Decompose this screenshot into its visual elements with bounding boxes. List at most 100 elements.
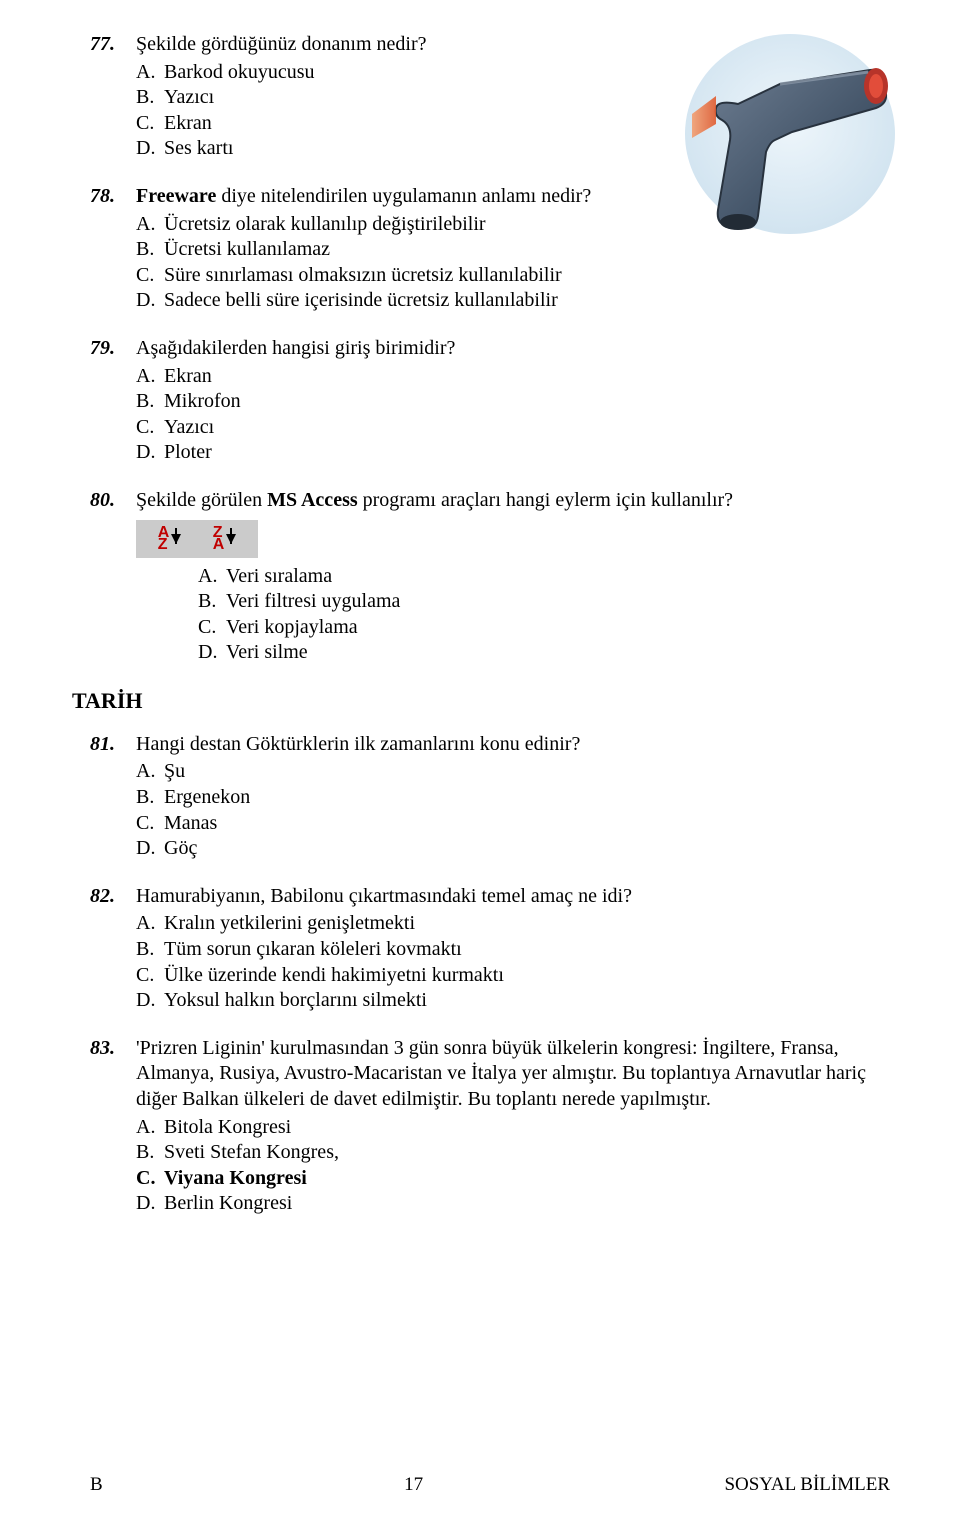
option-text: Yazıcı <box>164 85 214 111</box>
sort-asc-icon: AZ <box>158 527 182 550</box>
option-key: D. <box>136 440 158 466</box>
question-number: 79. <box>90 336 126 362</box>
option-a: A.Ekran <box>136 364 890 390</box>
option-key: A. <box>136 212 158 238</box>
option-a: A.Veri sıralama <box>198 564 890 590</box>
option-a: A.Kralın yetkilerini genişletmekti <box>136 911 890 937</box>
option-d: D.Veri silme <box>198 640 890 666</box>
arrow-down-icon <box>171 534 181 544</box>
question-number: 78. <box>90 184 126 210</box>
option-text: Ülke üzerinde kendi hakimiyetni kurmaktı <box>164 963 504 989</box>
footer-right: SOSYAL BİLİMLER <box>724 1474 890 1496</box>
option-key: C. <box>136 963 158 989</box>
q80-pre: Şekilde görülen <box>136 489 267 511</box>
option-text: Manas <box>164 811 217 837</box>
option-key: C. <box>136 263 158 289</box>
option-c: C.Viyana Kongresi <box>136 1166 890 1192</box>
page-footer: B 17 SOSYAL BİLİMLER <box>90 1474 890 1496</box>
question-number: 82. <box>90 884 126 910</box>
option-key: D. <box>136 1191 158 1217</box>
option-text: Barkod okuyucusu <box>164 60 315 86</box>
option-c: C.Ülke üzerinde kendi hakimiyetni kurmak… <box>136 963 890 989</box>
option-text: Ploter <box>164 440 212 466</box>
question-number: 81. <box>90 732 126 758</box>
footer-left: B <box>90 1474 103 1496</box>
option-text: Sadece belli süre içerisinde ücretsiz ku… <box>164 288 558 314</box>
option-text: Şu <box>164 759 185 785</box>
question-text: Aşağıdakilerden hangisi giriş birimidir? <box>136 336 890 362</box>
option-key: B. <box>136 1140 158 1166</box>
option-b: B.Veri filtresi uygulama <box>198 589 890 615</box>
option-d: D.Göç <box>136 836 890 862</box>
option-key: D. <box>136 836 158 862</box>
option-key: B. <box>136 785 158 811</box>
q80-post: programı araçları hangi eylerm için kull… <box>358 489 733 511</box>
option-key: C. <box>198 615 220 641</box>
option-text: Mikrofon <box>164 389 241 415</box>
option-c: C.Süre sınırlaması olmaksızın ücretsiz k… <box>136 263 890 289</box>
option-key: C. <box>136 1166 158 1192</box>
option-d: D.Ploter <box>136 440 890 466</box>
option-key: D. <box>136 988 158 1014</box>
question-text: 'Prizren Liginin' kurulmasından 3 gün so… <box>136 1036 890 1113</box>
question-number: 77. <box>90 32 126 58</box>
option-key: D. <box>198 640 220 666</box>
option-d: D.Sadece belli süre içerisinde ücretsiz … <box>136 288 890 314</box>
option-key: A. <box>136 60 158 86</box>
option-text: Ses kartı <box>164 136 233 162</box>
option-text: Yoksul halkın borçlarını silmekti <box>164 988 427 1014</box>
freeware-term: Freeware <box>136 185 216 207</box>
option-text: Kralın yetkilerini genişletmekti <box>164 911 415 937</box>
option-key: D. <box>136 136 158 162</box>
option-text: Göç <box>164 836 197 862</box>
option-text: Ekran <box>164 111 212 137</box>
option-key: B. <box>136 389 158 415</box>
option-key: A. <box>136 911 158 937</box>
option-text: Veri filtresi uygulama <box>226 589 400 615</box>
option-text: Bitola Kongresi <box>164 1115 291 1141</box>
question-text: Şekilde görülen MS Access programı araçl… <box>136 488 890 514</box>
option-c: C.Yazıcı <box>136 415 890 441</box>
sort-desc-icon: ZA <box>213 527 237 550</box>
question-text-tail: diye nitelendirilen uygulamanın anlamı n… <box>216 185 591 207</box>
option-b: B.Ergenekon <box>136 785 890 811</box>
option-text: Ekran <box>164 364 212 390</box>
option-c: C.Manas <box>136 811 890 837</box>
question-81: 81. Hangi destan Göktürklerin ilk zamanl… <box>90 732 890 862</box>
option-key: C. <box>136 811 158 837</box>
section-heading-tarih: TARİH <box>72 688 890 714</box>
arrow-down-icon <box>226 534 236 544</box>
option-b: B.Mikrofon <box>136 389 890 415</box>
option-text: Ücretsiz olarak kullanılıp değiştirilebi… <box>164 212 486 238</box>
option-key: A. <box>198 564 220 590</box>
option-key: C. <box>136 415 158 441</box>
option-key: B. <box>136 937 158 963</box>
question-number: 80. <box>90 488 126 514</box>
question-83: 83. 'Prizren Liginin' kurulmasından 3 gü… <box>90 1036 890 1217</box>
option-text: Berlin Kongresi <box>164 1191 292 1217</box>
question-text: Hamurabiyanın, Babilonu çıkartmasındaki … <box>136 884 890 910</box>
option-text: Veri kopjaylama <box>226 615 358 641</box>
option-text: Yazıcı <box>164 415 214 441</box>
question-82: 82. Hamurabiyanın, Babilonu çıkartmasınd… <box>90 884 890 1014</box>
sort-toolbar-icon: AZ ZA <box>136 520 258 558</box>
ms-access-term: MS Access <box>267 489 358 511</box>
option-text: Sveti Stefan Kongres, <box>164 1140 339 1166</box>
option-d: D.Yoksul halkın borçlarını silmekti <box>136 988 890 1014</box>
option-a: A.Bitola Kongresi <box>136 1115 890 1141</box>
option-key: B. <box>136 85 158 111</box>
barcode-scanner-image <box>680 24 900 254</box>
option-c: C.Veri kopjaylama <box>198 615 890 641</box>
option-text: Veri sıralama <box>226 564 332 590</box>
option-key: B. <box>136 237 158 263</box>
option-b: B.Tüm sorun çıkaran köleleri kovmaktı <box>136 937 890 963</box>
option-key: D. <box>136 288 158 314</box>
page-number: 17 <box>404 1474 423 1496</box>
option-key: C. <box>136 111 158 137</box>
option-text: Ergenekon <box>164 785 250 811</box>
question-79: 79. Aşağıdakilerden hangisi giriş birimi… <box>90 336 890 466</box>
option-text: Veri silme <box>226 640 308 666</box>
option-text: Tüm sorun çıkaran köleleri kovmaktı <box>164 937 462 963</box>
option-key: A. <box>136 759 158 785</box>
option-key: A. <box>136 1115 158 1141</box>
